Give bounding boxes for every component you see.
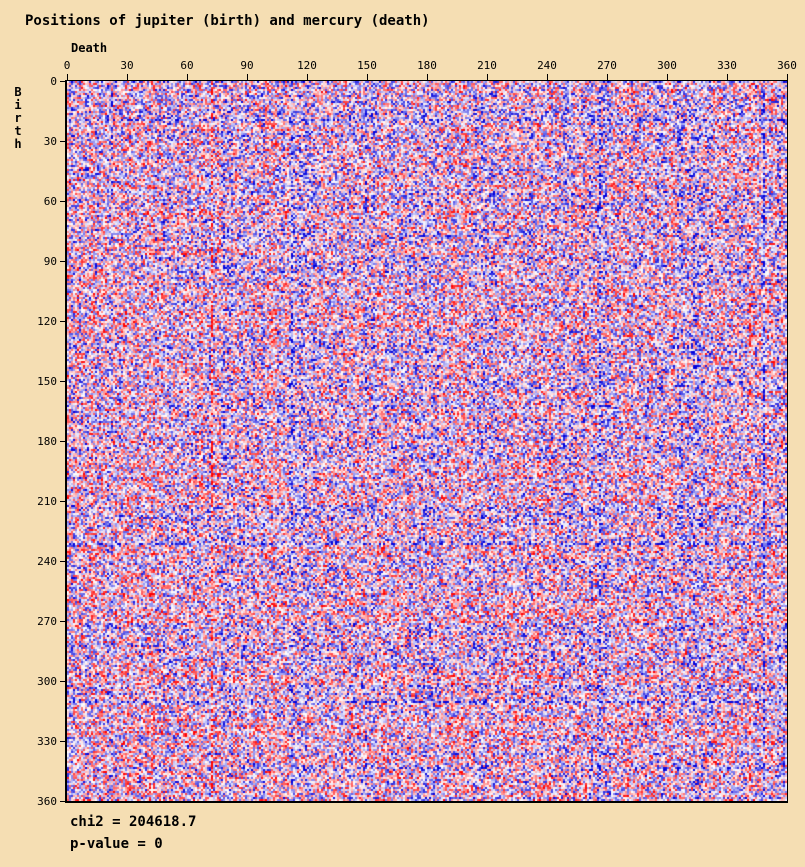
x-tick-mark — [487, 74, 488, 80]
y-tick-mark — [60, 201, 67, 202]
x-tick-mark — [307, 74, 308, 80]
chi2-value: chi2 = 204618.7 — [70, 814, 197, 830]
y-tick-label: 90 — [43, 255, 57, 268]
y-tick-mark — [60, 261, 67, 262]
x-tick-label: 180 — [417, 59, 437, 72]
plot-frame — [65, 80, 788, 803]
x-tick-label: 270 — [597, 59, 617, 72]
x-tick-label: 300 — [657, 59, 677, 72]
y-tick-mark — [60, 441, 67, 442]
y-tick-mark — [60, 801, 67, 802]
x-tick-mark — [367, 74, 368, 80]
y-tick-mark — [60, 621, 67, 622]
y-tick-label: 180 — [37, 435, 57, 448]
y-tick-mark — [60, 81, 67, 82]
y-tick-mark — [60, 561, 67, 562]
p-value: p-value = 0 — [70, 836, 163, 852]
y-tick-label: 30 — [43, 135, 57, 148]
x-tick-mark — [547, 74, 548, 80]
y-tick-mark — [60, 321, 67, 322]
y-tick-mark — [60, 381, 67, 382]
y-tick-label: 330 — [37, 735, 57, 748]
y-axis-title: Birth — [14, 85, 22, 151]
y-tick-label: 300 — [37, 675, 57, 688]
x-tick-label: 90 — [240, 59, 254, 72]
chart-title: Positions of jupiter (birth) and mercury… — [25, 13, 430, 29]
x-tick-mark — [247, 74, 248, 80]
x-tick-label: 120 — [297, 59, 317, 72]
x-tick-mark — [607, 74, 608, 80]
y-tick-label: 120 — [37, 315, 57, 328]
x-tick-mark — [187, 74, 188, 80]
y-tick-label: 240 — [37, 555, 57, 568]
y-tick-label: 0 — [50, 75, 57, 88]
heatmap-canvas — [67, 81, 787, 801]
x-tick-label: 360 — [777, 59, 797, 72]
x-tick-label: 30 — [120, 59, 134, 72]
x-tick-mark — [667, 74, 668, 80]
x-tick-mark — [427, 74, 428, 80]
y-tick-label: 210 — [37, 495, 57, 508]
x-tick-label: 0 — [63, 59, 71, 72]
x-tick-mark — [787, 74, 788, 80]
x-tick-mark — [127, 74, 128, 80]
x-tick-label: 60 — [180, 59, 194, 72]
x-axis-title: Death — [71, 41, 108, 55]
y-tick-label: 270 — [37, 615, 57, 628]
x-tick-mark — [67, 74, 68, 80]
x-tick-label: 150 — [357, 59, 377, 72]
y-tick-mark — [60, 681, 67, 682]
x-tick-label: 330 — [717, 59, 737, 72]
y-tick-label: 60 — [43, 195, 57, 208]
x-tick-label: 210 — [477, 59, 497, 72]
y-tick-mark — [60, 141, 67, 142]
y-tick-mark — [60, 501, 67, 502]
x-tick-mark — [727, 74, 728, 80]
y-tick-label: 360 — [37, 795, 57, 808]
y-tick-mark — [60, 741, 67, 742]
x-tick-label: 240 — [537, 59, 557, 72]
y-tick-label: 150 — [37, 375, 57, 388]
